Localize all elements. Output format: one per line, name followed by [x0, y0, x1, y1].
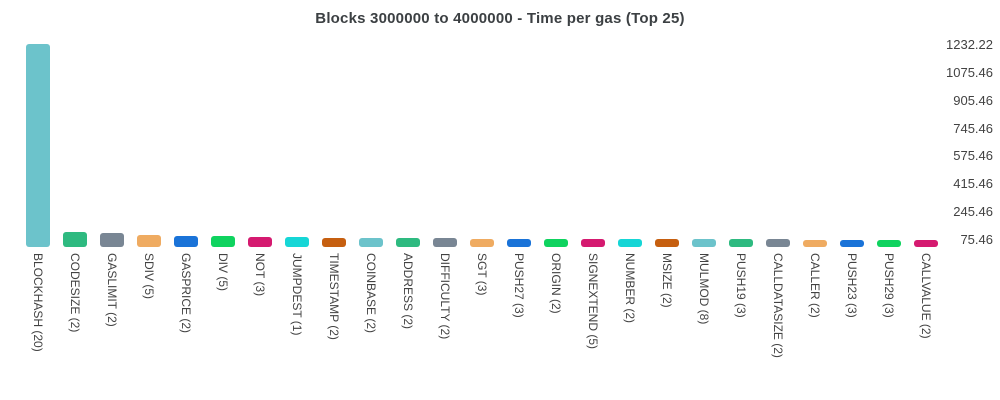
x-axis-label: SGT (3) [475, 253, 489, 296]
y-axis-tick: 905.46 [953, 92, 993, 108]
y-axis-tick: 245.46 [953, 204, 993, 220]
x-axis-label: PUSH19 (3) [734, 253, 748, 318]
bar[interactable] [581, 239, 605, 247]
bar[interactable] [655, 239, 679, 247]
bar[interactable] [396, 238, 420, 247]
bar[interactable] [692, 239, 716, 247]
chart-title: Blocks 3000000 to 4000000 - Time per gas… [315, 10, 685, 27]
bar[interactable] [803, 239, 827, 247]
bar[interactable] [433, 238, 457, 247]
y-axis-tick: 745.46 [953, 120, 993, 136]
bar[interactable] [507, 238, 531, 247]
bar[interactable] [470, 238, 494, 247]
y-axis-tick: 75.46 [960, 231, 993, 247]
y-axis-tick: 1232.22 [946, 37, 993, 52]
bar[interactable] [359, 237, 383, 247]
bar[interactable] [63, 231, 87, 247]
x-axis-label: BLOCKHASH (20) [31, 253, 45, 352]
bar[interactable] [26, 44, 50, 247]
y-axis-tick: 1075.46 [946, 64, 993, 80]
x-axis-label: MSIZE (2) [660, 253, 674, 308]
y-axis-tick: 415.46 [953, 176, 993, 192]
bar[interactable] [322, 237, 346, 247]
bar[interactable] [729, 239, 753, 247]
bar[interactable] [877, 239, 901, 247]
bar[interactable] [211, 236, 235, 247]
bar[interactable] [766, 239, 790, 247]
x-axis-label: SIGNEXTEND (5) [586, 253, 600, 350]
x-axis-label: MULMOD (8) [697, 253, 711, 325]
x-axis-label: DIV (5) [216, 253, 230, 292]
bar[interactable] [137, 235, 161, 247]
x-axis-label: ADDRESS (2) [401, 253, 415, 330]
x-axis-label: DIFFICULTY (2) [438, 253, 452, 340]
x-axis-label: GASLIMIT (2) [105, 253, 119, 327]
x-axis-label: CALLVALUE (2) [919, 253, 933, 339]
x-axis-label: SDIV (5) [142, 253, 156, 300]
x-axis-label: NOT (3) [253, 253, 267, 297]
y-axis-tick: 575.46 [953, 148, 993, 164]
bar[interactable] [285, 237, 309, 247]
bar[interactable] [100, 232, 124, 247]
x-axis-label: PUSH27 (3) [512, 253, 526, 318]
x-axis-label: CODESIZE (2) [68, 253, 82, 333]
bar[interactable] [544, 238, 568, 247]
x-axis-label: PUSH29 (3) [882, 253, 896, 318]
x-axis-label: NUMBER (2) [623, 253, 637, 324]
bar[interactable] [174, 236, 198, 247]
bar[interactable] [618, 239, 642, 247]
x-axis-label: CALLDATASIZE (2) [771, 253, 785, 358]
x-axis-label: PUSH23 (3) [845, 253, 859, 318]
x-axis-label: JUMPDEST (1) [290, 253, 304, 336]
bar[interactable] [248, 236, 272, 247]
x-axis-label: COINBASE (2) [364, 253, 378, 334]
bar[interactable] [840, 239, 864, 247]
bar[interactable] [914, 240, 938, 247]
x-axis-label: CALLER (2) [808, 253, 822, 318]
x-axis-label: GASPRICE (2) [179, 253, 193, 334]
x-axis-label: ORIGIN (2) [549, 253, 563, 314]
x-axis-label: TIMESTAMP (2) [327, 253, 341, 340]
